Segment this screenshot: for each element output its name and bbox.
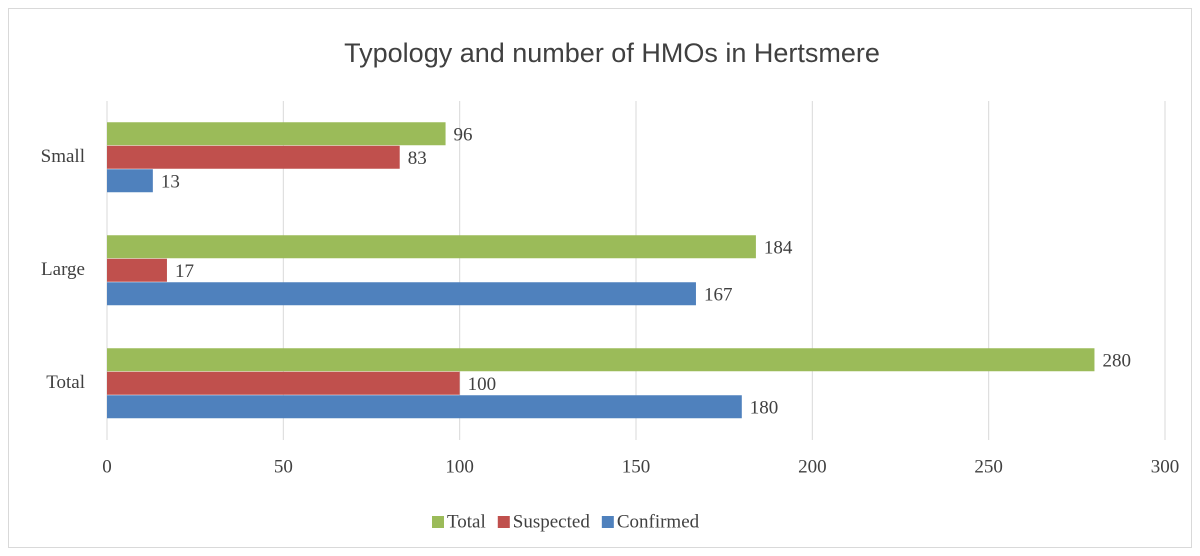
- x-tick-label: 200: [798, 456, 827, 477]
- bar: [107, 348, 1095, 372]
- legend-label: Suspected: [513, 511, 591, 532]
- bar: [107, 371, 460, 395]
- chart-title: Typology and number of HMOs in Hertsmere: [344, 38, 880, 68]
- x-tick-label: 0: [102, 456, 112, 477]
- data-label: 100: [468, 374, 497, 395]
- data-label: 17: [175, 261, 194, 282]
- legend-swatch: [432, 516, 444, 528]
- bar: [107, 235, 756, 259]
- data-label: 167: [704, 284, 733, 305]
- data-label: 96: [454, 124, 473, 145]
- x-tick-label: 50: [274, 456, 293, 477]
- data-label: 13: [161, 171, 180, 192]
- bar: [107, 395, 742, 419]
- legend-label: Confirmed: [617, 511, 700, 532]
- x-tick-label: 250: [974, 456, 1003, 477]
- data-label: 280: [1102, 350, 1131, 371]
- y-tick-label: Large: [41, 259, 85, 280]
- x-tick-label: 150: [622, 456, 651, 477]
- bar: [107, 122, 446, 146]
- x-tick-label: 300: [1151, 456, 1180, 477]
- bar: [107, 145, 400, 169]
- data-label: 180: [750, 397, 779, 418]
- y-tick-label: Small: [41, 146, 85, 167]
- legend-label: Total: [447, 511, 486, 532]
- data-label: 184: [764, 237, 793, 258]
- data-label: 83: [408, 148, 427, 169]
- chart-border: [8, 8, 1192, 548]
- bar: [107, 258, 167, 282]
- bar: [107, 282, 696, 306]
- x-tick-label: 100: [445, 456, 474, 477]
- y-tick-label: Total: [46, 372, 85, 393]
- bar: [107, 169, 153, 193]
- legend-swatch: [497, 516, 510, 528]
- legend-swatch: [601, 516, 614, 528]
